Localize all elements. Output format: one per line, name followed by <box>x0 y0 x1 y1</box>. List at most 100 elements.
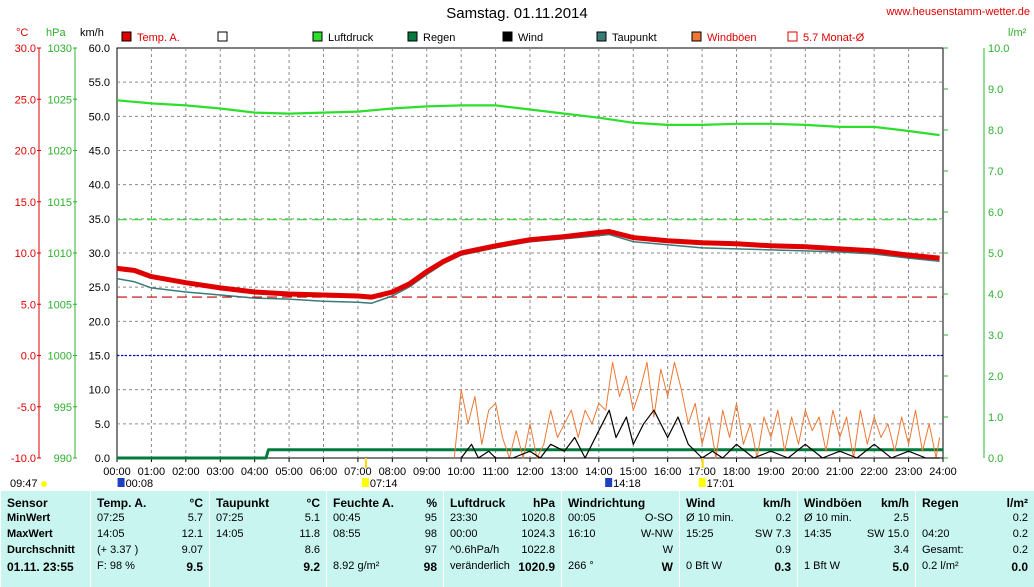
rain-tick-label: 10.0 <box>988 43 1009 55</box>
site-link[interactable]: www.heusenstamm-wetter.de <box>886 6 1030 18</box>
legend-swatch <box>312 31 323 42</box>
stats-header-unit: l/m² <box>1006 496 1028 510</box>
stats-header-label: Regen <box>922 496 959 510</box>
pressure-tick-label: 1015 <box>48 197 72 209</box>
temp-tick-label: 20.0 <box>15 146 36 158</box>
stats-row: 0.2 <box>922 512 1028 528</box>
stats-current: 0 Bft W 0.3 <box>686 560 791 576</box>
stats-col-hum: Feuchte A.% 00:45 95 08:55 98 97 8.92 g/m² 98 <box>326 491 443 587</box>
stats-header-label: Feuchte A. <box>333 496 394 510</box>
wind-tick-label: 40.0 <box>89 180 110 192</box>
stats-header: Windrichtung <box>568 496 673 512</box>
stats-table: Sensor MinWert MaxWert Durchschnitt 01.11. 2… <box>0 491 1034 587</box>
stats-cell: 15:25 <box>686 528 714 540</box>
stats-current-label: veränderlich <box>450 560 510 572</box>
stats-header: Windböen km/h <box>804 496 909 512</box>
stats-value: SW 15.0 <box>866 528 909 540</box>
stats-row: 07:25 5.7 <box>97 512 203 528</box>
x-tick-label: 06:00 <box>310 466 338 478</box>
stats-current: veränderlich 1020.9 <box>450 560 555 576</box>
stats-current-value: 1020.9 <box>518 560 555 574</box>
x-tick-label: 00:00 <box>103 466 131 478</box>
stats-col-rain: Regen l/m² 0.2 04:20 0.2 Gesamt: 0.2 0.2 l/m² 0.… <box>915 491 1034 587</box>
stats-current-value: 0.0 <box>1011 560 1028 574</box>
legend-label: 5.7 Monat-Ø <box>803 32 865 44</box>
legend-swatch <box>121 31 132 42</box>
stats-value: 0.2 <box>1012 528 1028 540</box>
wind-tick-label: 50.0 <box>89 111 110 123</box>
stats-current-label: 8.92 g/m² <box>333 560 380 572</box>
legend-label: Windböen <box>707 32 757 44</box>
stats-current: 1 Bft W 5.0 <box>804 560 909 576</box>
stats-current: 0.2 l/m² 0.0 <box>922 560 1028 576</box>
x-tick-label: 08:00 <box>379 466 407 478</box>
wind-tick-label: 60.0 <box>89 43 110 55</box>
stats-current-label: 0.2 l/m² <box>922 560 959 572</box>
x-tick-label: 18:00 <box>723 466 751 478</box>
x-tick-label: 12:00 <box>516 466 544 478</box>
series-temp-a- <box>116 229 940 300</box>
stats-value: 98 <box>424 528 437 540</box>
stats-cell: MaxWert <box>7 528 53 540</box>
stats-current: F: 98 % 9.5 <box>97 560 203 576</box>
stats-header: Taupunkt °C <box>216 496 320 512</box>
temp-axis-label: °C <box>16 27 28 39</box>
x-tick-label: 23:00 <box>895 466 923 478</box>
rain-tick-label: 3.0 <box>988 330 1003 342</box>
stats-current: 8.92 g/m² 98 <box>333 560 437 576</box>
stats-row: 15:25 SW 7.3 <box>686 528 791 544</box>
wind-tick-label: 10.0 <box>89 385 110 397</box>
pressure-tick-label: 1025 <box>48 94 72 106</box>
stats-header: Sensor <box>7 496 84 512</box>
stats-cell: Gesamt: <box>922 544 964 556</box>
x-tick-label: 21:00 <box>826 466 854 478</box>
pressure-tick-label: 1030 <box>48 43 72 55</box>
stats-current-label: 266 ° <box>568 560 594 572</box>
x-tick-label: 03:00 <box>206 466 234 478</box>
stats-value: 1022.8 <box>521 544 555 556</box>
legend-swatch <box>787 31 798 42</box>
weather-chart: °C hPa km/h l/m² 30.0 25.0 20.0 15.0 10.0 5.0 0.0 -… <box>10 27 1027 490</box>
stats-row: ^0.6hPa/h 1022.8 <box>450 544 555 560</box>
stats-header: Regen l/m² <box>922 496 1028 512</box>
stats-row: Durchschnitt <box>7 544 84 560</box>
stats-header-label: Sensor <box>7 496 48 510</box>
stats-value: 12.1 <box>181 528 203 540</box>
stats-row: 8.6 <box>216 544 320 560</box>
x-tick-label: 10:00 <box>447 466 475 478</box>
stats-current: 9.2 <box>216 560 320 576</box>
stats-row: 04:20 0.2 <box>922 528 1028 544</box>
stats-row: 08:55 98 <box>333 528 437 544</box>
temp-tick-label: 30.0 <box>15 43 36 55</box>
series-regen <box>117 448 943 460</box>
stats-value: W-NW <box>640 528 673 540</box>
stats-current-value: 5.0 <box>892 560 909 574</box>
marker-label: 09:47 <box>10 478 38 490</box>
temp-tick-label: -10.0 <box>11 453 36 465</box>
temp-tick-label: 25.0 <box>15 94 36 106</box>
pressure-tick-label: 1010 <box>48 248 72 260</box>
x-tick-label: 07:00 <box>344 466 372 478</box>
stats-header-unit: km/h <box>880 496 909 510</box>
temp-tick-label: 15.0 <box>15 197 36 209</box>
stats-value: 2.5 <box>893 512 909 524</box>
marker-icon <box>698 478 706 487</box>
rain-tick-label: 7.0 <box>988 166 1003 178</box>
temp-tick-label: 5.0 <box>21 299 36 311</box>
stats-row: MaxWert <box>7 528 84 544</box>
stats-cell: Ø 10 min. <box>686 512 734 524</box>
stats-row: Ø 10 min. 0.2 <box>686 512 791 528</box>
stats-current: 01.11. 23:55 <box>7 560 84 576</box>
stats-current-value: 9.2 <box>303 560 320 574</box>
stats-header: Temp. A. °C <box>97 496 203 512</box>
stats-col-dir: Windrichtung 00:05 O-SO 16:10 W-NW W 266 ° W <box>561 491 679 587</box>
stats-value: 11.8 <box>299 528 320 540</box>
stats-row: 97 <box>333 544 437 560</box>
wind-tick-label: 15.0 <box>89 351 110 363</box>
stats-header-unit: °C <box>306 496 320 510</box>
stats-header-unit: °C <box>189 496 203 510</box>
stats-row: 14:35 SW 15.0 <box>804 528 909 544</box>
stats-cell: Ø 10 min. <box>804 512 852 524</box>
stats-row: 00:00 1024.3 <box>450 528 555 544</box>
stats-header: Feuchte A.% <box>333 496 437 512</box>
